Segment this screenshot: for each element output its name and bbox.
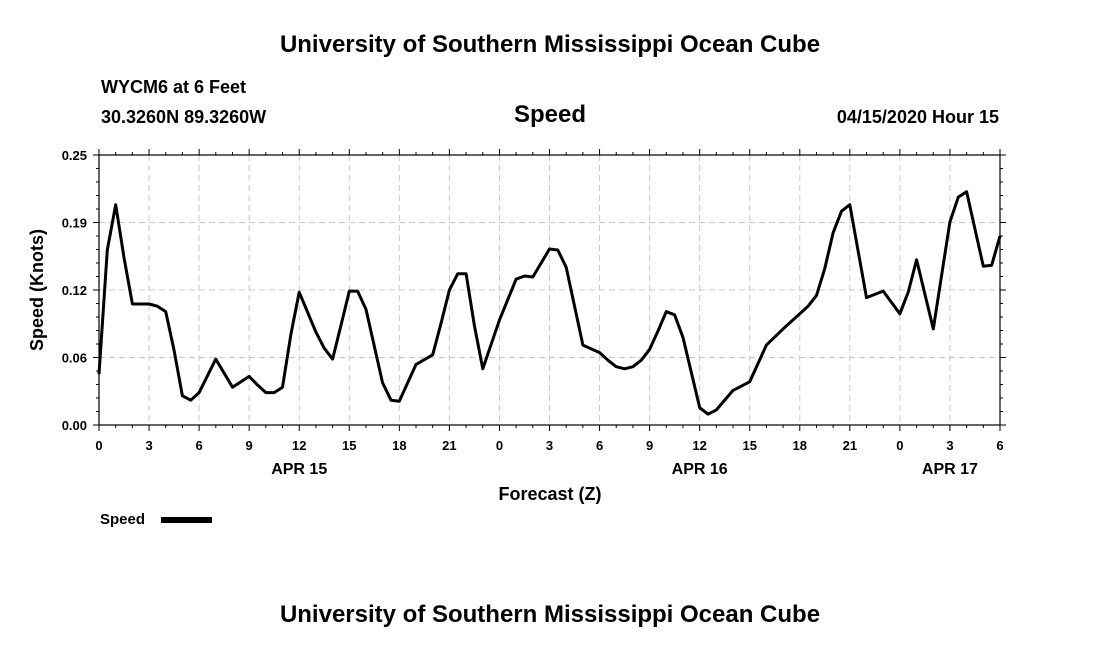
y-axis-label: Speed (Knots) xyxy=(27,229,47,351)
date-labels: APR 15 APR 16 APR 17 xyxy=(271,461,978,478)
x-tick-label: 0 xyxy=(896,438,903,453)
chart-grid xyxy=(99,155,1000,425)
series-line-speed xyxy=(97,190,1002,416)
y-tick-label: 0.06 xyxy=(62,351,87,366)
y-tick-label: 0.25 xyxy=(62,148,87,163)
x-tick-label: 15 xyxy=(742,438,756,453)
x-tick-label: 18 xyxy=(793,438,807,453)
x-tick-label: 3 xyxy=(546,438,553,453)
x-tick-label: 9 xyxy=(646,438,653,453)
station-name: WYCM6 at 6 Feet xyxy=(101,77,247,97)
y-tick-label: 0.19 xyxy=(62,216,87,231)
legend: Speed xyxy=(100,511,212,528)
x-tick-label: 15 xyxy=(342,438,356,453)
x-tick-label: 0 xyxy=(95,438,102,453)
x-tick-label: 18 xyxy=(392,438,406,453)
chart-footer-title: University of Southern Mississippi Ocean… xyxy=(279,601,821,628)
date-label: APR 17 xyxy=(922,461,978,478)
x-tick-label: 3 xyxy=(145,438,152,453)
y-tick-label: 0.12 xyxy=(62,283,87,298)
date-label: APR 15 xyxy=(271,461,327,478)
x-tick-label: 6 xyxy=(996,438,1003,453)
x-tick-label: 21 xyxy=(843,438,857,453)
chart-title: Speed xyxy=(513,101,587,128)
chart-header-title: University of Southern Mississippi Ocean… xyxy=(279,31,821,58)
y-ticks: 0.00 0.06 0.12 0.19 0.25 xyxy=(62,148,1006,433)
x-ticks: 0 3 6 9 12 15 18 21 0 3 6 9 12 15 18 21 0 3 6 xyxy=(95,149,1004,453)
x-tick-label: 12 xyxy=(692,438,706,453)
forecast-datetime: 04/15/2020 Hour 15 xyxy=(836,107,999,127)
x-tick-label: 0 xyxy=(496,438,503,453)
x-axis-label: Forecast (Z) xyxy=(498,484,601,504)
x-tick-label: 6 xyxy=(195,438,202,453)
station-coordinates: 30.3260N 89.3260W xyxy=(101,107,267,127)
legend-label: Speed xyxy=(100,511,145,528)
x-tick-label: 9 xyxy=(246,438,253,453)
x-tick-label: 6 xyxy=(596,438,603,453)
x-tick-label: 12 xyxy=(292,438,306,453)
x-tick-label: 3 xyxy=(946,438,953,453)
date-label: APR 16 xyxy=(672,461,728,478)
x-tick-label: 21 xyxy=(442,438,456,453)
y-tick-label: 0.00 xyxy=(62,418,87,433)
series-lines xyxy=(97,190,1002,416)
